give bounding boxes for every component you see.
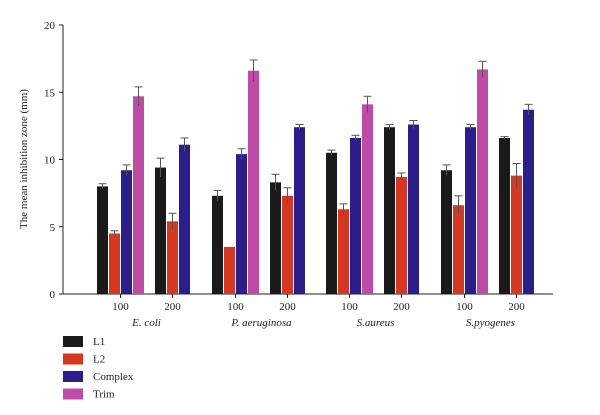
y-tick-label: 5 xyxy=(50,222,56,234)
bar-complex-6 xyxy=(408,124,419,294)
bar-trim-3 xyxy=(248,70,259,294)
y-ticks: 0 5 10 15 20 xyxy=(44,20,63,301)
bar-l1-7 xyxy=(441,170,452,294)
bar-l1-1 xyxy=(97,186,108,294)
group-label: P. aeruginosa xyxy=(230,317,292,329)
bar-l2-6 xyxy=(396,176,407,294)
bar-l1-2 xyxy=(155,167,166,294)
bar-l1-3 xyxy=(212,195,223,294)
bar-complex-7 xyxy=(465,127,476,294)
x-tick-label: 100 xyxy=(341,301,358,313)
x-tick-label: 200 xyxy=(508,301,525,313)
legend-swatch-trim xyxy=(63,388,83,400)
y-tick-label: 0 xyxy=(50,289,56,301)
bar-l1-5 xyxy=(326,152,337,294)
bar-l1-4 xyxy=(270,182,281,294)
bar-complex-4 xyxy=(294,127,305,294)
y-tick-label: 20 xyxy=(44,20,56,32)
bar-l2-5 xyxy=(338,209,349,294)
bar-complex-8 xyxy=(523,109,534,294)
y-tick-label: 15 xyxy=(44,87,56,99)
legend: L1 L2 Complex Trim xyxy=(63,336,134,401)
bar-l2-2 xyxy=(167,221,178,294)
bar-trim-1 xyxy=(133,96,144,294)
bar-l1-6 xyxy=(384,127,395,294)
group-label: E. coli xyxy=(131,317,161,329)
bar-l2-3 xyxy=(224,246,235,294)
x-tick-label: 100 xyxy=(112,301,129,313)
x-tick-label: 100 xyxy=(227,301,244,313)
legend-label-complex: Complex xyxy=(93,371,134,383)
bar-l2-4 xyxy=(282,195,293,294)
bar-l2-8 xyxy=(511,175,522,294)
x-tick-label: 100 xyxy=(456,301,473,313)
group-labels: E. coli P. aeruginosa S.aureus S.pyogenes xyxy=(131,317,515,329)
bar-trim-5 xyxy=(362,104,373,294)
legend-swatch-l2 xyxy=(63,353,83,365)
bar-trim-7 xyxy=(477,69,488,294)
bar-l2-1 xyxy=(109,233,120,294)
x-tick-label: 200 xyxy=(393,301,410,313)
x-tick-label: 200 xyxy=(164,301,181,313)
bars xyxy=(97,59,534,294)
legend-swatch-l1 xyxy=(63,336,83,347)
bar-complex-3 xyxy=(236,154,247,294)
x-tick-labels: 100 200 100 200 100 200 100 200 xyxy=(112,294,525,313)
y-axis-title: The mean inhibition zone (mm) xyxy=(18,89,30,229)
bar-complex-1 xyxy=(121,170,132,294)
legend-label-l2: L2 xyxy=(93,354,105,366)
group-label: S.pyogenes xyxy=(466,317,515,329)
y-tick-label: 10 xyxy=(44,155,56,167)
legend-label-l1: L1 xyxy=(93,336,105,348)
bar-complex-5 xyxy=(350,137,361,294)
legend-swatch-complex xyxy=(63,371,83,382)
group-label: S.aureus xyxy=(357,317,395,329)
x-tick-label: 200 xyxy=(279,301,296,313)
bar-l1-8 xyxy=(499,137,510,294)
bar-l2-7 xyxy=(453,205,464,294)
legend-label-trim: Trim xyxy=(93,389,115,401)
bar-complex-2 xyxy=(179,144,190,294)
